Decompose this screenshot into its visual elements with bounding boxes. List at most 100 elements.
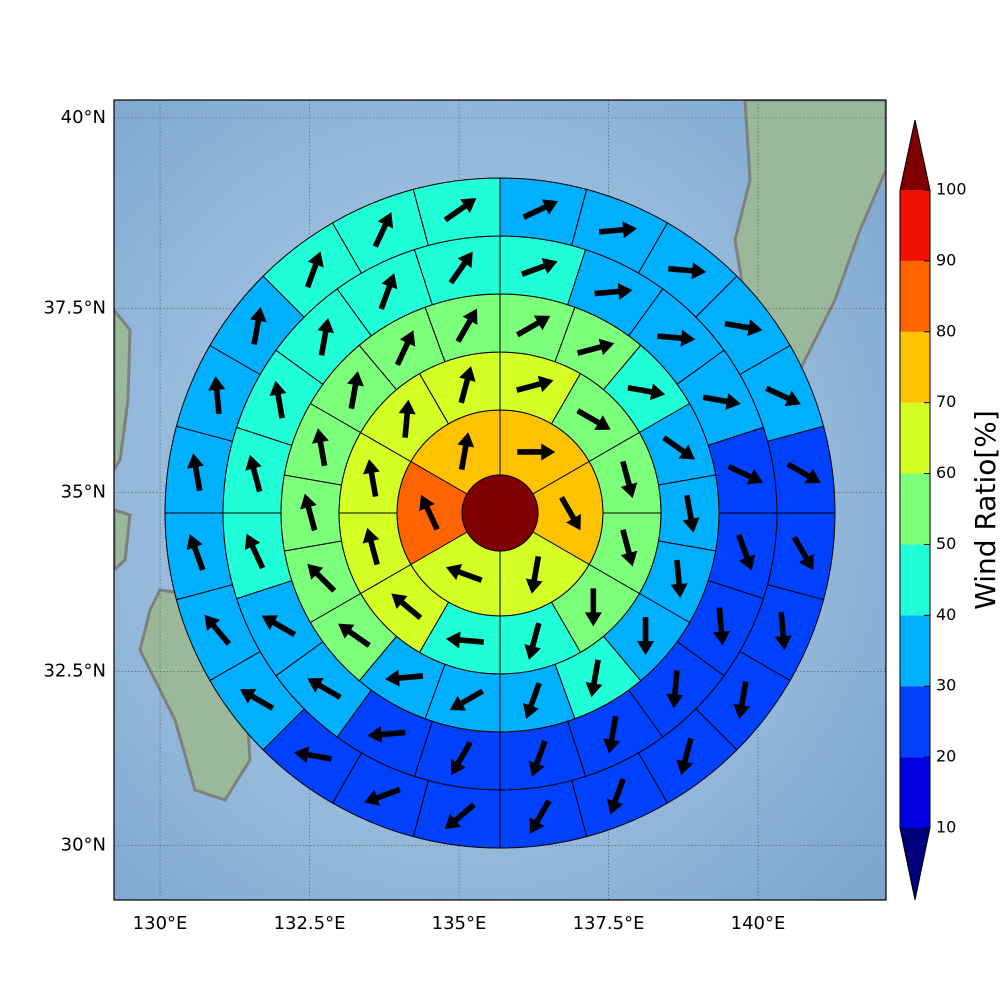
wind-arrow — [528, 740, 548, 777]
x-tick-label: 140°E — [731, 913, 786, 934]
wind-arrow — [304, 251, 324, 289]
colorbar-bin — [900, 757, 930, 828]
wind-arrow — [450, 740, 473, 776]
wind-arrow — [367, 726, 406, 743]
land-shape — [114, 307, 132, 473]
colorbar-label: Wind Ratio[%] — [969, 410, 1000, 610]
wind-arrow — [261, 615, 297, 638]
colorbar-bin — [900, 260, 930, 332]
wind-arrow — [347, 371, 364, 410]
wind-arrow — [449, 688, 484, 711]
wind-arrow — [522, 682, 542, 719]
wind-arrow — [765, 385, 801, 407]
wind-arrow — [713, 607, 730, 646]
plot-frame — [113, 99, 887, 901]
colorbar-extend-low — [900, 828, 930, 900]
wind-arrow — [445, 631, 485, 649]
rose-sector — [499, 177, 588, 247]
wind-arrow — [338, 623, 371, 648]
wind-arrow — [598, 221, 638, 239]
wind-arrow — [516, 315, 551, 338]
colorbar-tick-label: 90 — [936, 250, 956, 269]
wind-arrow — [627, 383, 666, 401]
wind-arrow — [724, 319, 763, 337]
wind-arrow — [585, 659, 603, 698]
wind-rose — [164, 177, 836, 849]
y-tick-label: 32.5°N — [43, 660, 106, 681]
wind-arrow — [584, 588, 602, 627]
colorbar-tick-label: 50 — [936, 534, 956, 553]
colorbar-bin — [900, 615, 930, 687]
wind-arrow — [186, 534, 206, 571]
colorbar-tick-label: 30 — [936, 676, 956, 695]
wind-arrow — [607, 777, 626, 815]
rose-sector — [412, 779, 501, 849]
x-tick-label: 132.5°E — [274, 913, 346, 934]
colorbar: 10 20 30 40 50 60 70 80 90 100 — [899, 119, 967, 901]
y-tick-label: 37.5°N — [43, 297, 106, 318]
wind-arrow — [444, 802, 476, 830]
wind-arrow — [666, 670, 684, 709]
wind-arrow — [363, 459, 380, 498]
wind-arrow — [448, 251, 473, 285]
wind-arrow — [733, 681, 751, 719]
colorbar-tick-label: 80 — [936, 321, 956, 340]
wind-arrow — [603, 715, 620, 754]
wind-arrow — [249, 307, 267, 345]
wind-arrow — [657, 329, 696, 347]
wind-arrow — [516, 375, 554, 393]
wind-arrow — [559, 496, 581, 531]
wind-arrow — [244, 533, 266, 570]
wind-arrow — [620, 460, 638, 499]
wind-arrow — [736, 533, 755, 571]
colorbar-bin — [900, 473, 930, 545]
wind-arrow — [208, 375, 226, 415]
wind-arrow — [457, 432, 475, 471]
wind-arrow — [269, 380, 287, 419]
wind-arrow — [670, 559, 688, 598]
axis-ticks: 130°E 132.5°E 135°E 137.5°E 140°E 30°N 32.5°N 3… — [43, 107, 785, 934]
wind-arrow — [786, 461, 821, 484]
wind-arrow — [529, 799, 552, 834]
colorbar-bin — [900, 686, 930, 758]
wind-arrow — [458, 366, 476, 404]
wind-arrow — [385, 669, 424, 687]
wind-arrow — [524, 622, 542, 660]
wind-arrow — [520, 258, 558, 277]
wind-arrow — [391, 593, 423, 621]
colorbar-tick-label: 20 — [936, 747, 956, 766]
wind-arrow — [307, 563, 337, 593]
wind-arrow — [443, 198, 477, 223]
wind-arrow — [668, 262, 707, 280]
colorbar-tick-label: 40 — [936, 605, 956, 624]
wind-arrow — [378, 273, 398, 310]
wind-arrow — [187, 453, 204, 492]
colorbar-tick-label: 100 — [936, 180, 967, 199]
colorbar-tick-label: 70 — [936, 392, 956, 411]
wind-arrow — [204, 614, 232, 646]
wind-arrow — [394, 330, 416, 366]
wind-arrow — [682, 494, 700, 533]
wind-arrow — [637, 617, 655, 656]
y-tick-label: 35°N — [61, 482, 106, 503]
wind-arrow — [245, 454, 263, 493]
wind-arrow — [727, 464, 764, 485]
wind-arrow — [364, 786, 401, 806]
wind-arrow — [445, 564, 483, 583]
colorbar-bin — [900, 544, 930, 616]
colorbar-bin — [900, 331, 930, 403]
x-tick-label: 130°E — [133, 913, 188, 934]
wind-arrow — [398, 399, 416, 438]
wind-arrow — [522, 199, 559, 220]
colorbar-tick-label: 10 — [936, 818, 956, 837]
wind-arrow — [576, 338, 615, 356]
wind-arrow — [362, 527, 380, 566]
wind-arrow — [517, 443, 556, 461]
colorbar-bin — [900, 402, 930, 474]
rose-sector — [766, 512, 836, 601]
wind-arrow — [620, 529, 638, 567]
wind-arrow — [525, 555, 543, 594]
wind-arrow — [372, 212, 394, 248]
